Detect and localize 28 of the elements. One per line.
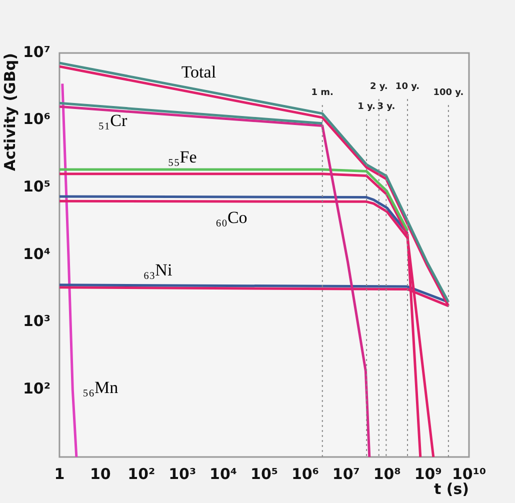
annotation: ₅₅Fe xyxy=(168,148,197,167)
y-tick-label: 10⁴ xyxy=(22,244,50,263)
annotation: ₆₀Co xyxy=(216,208,248,228)
ref-line-label: 100 y. xyxy=(433,88,464,98)
annotation: ₆₃Ni xyxy=(143,260,172,280)
x-tick-label: 10⁶ xyxy=(291,464,319,483)
x-tick-label: 10⁸ xyxy=(373,464,401,483)
x-tick-label: 10⁴ xyxy=(210,464,237,483)
x-tick-label: 10⁷ xyxy=(332,464,360,483)
y-tick-label: 10⁵ xyxy=(22,178,50,196)
y-tick-label: 10² xyxy=(22,380,50,398)
ref-line-label: 2 y. xyxy=(370,82,388,92)
y-tick-label: 10⁷ xyxy=(22,42,50,61)
y-tick-label: 10³ xyxy=(22,312,50,330)
ref-line-label: 10 y. xyxy=(395,82,420,92)
x-tick-label: 10³ xyxy=(168,464,196,483)
x-tick-label: 10 xyxy=(90,464,111,483)
ref-line-label: 1 m. xyxy=(311,88,334,98)
ref-line-label: 1 y. xyxy=(358,102,376,112)
y-tick-label: 10⁶ xyxy=(22,110,50,128)
ref-line-label: 3 y. xyxy=(377,102,396,112)
annotation: ₅₆Mn xyxy=(82,378,119,397)
x-tick-label: 10⁵ xyxy=(250,464,278,483)
annotation: ₅₁Cr xyxy=(98,111,128,130)
x-tick-label: 1 xyxy=(54,464,65,483)
y-axis-title: Activity (GBq) xyxy=(0,53,19,172)
annotation: Total xyxy=(181,62,216,82)
x-tick-label: 10² xyxy=(128,464,156,483)
